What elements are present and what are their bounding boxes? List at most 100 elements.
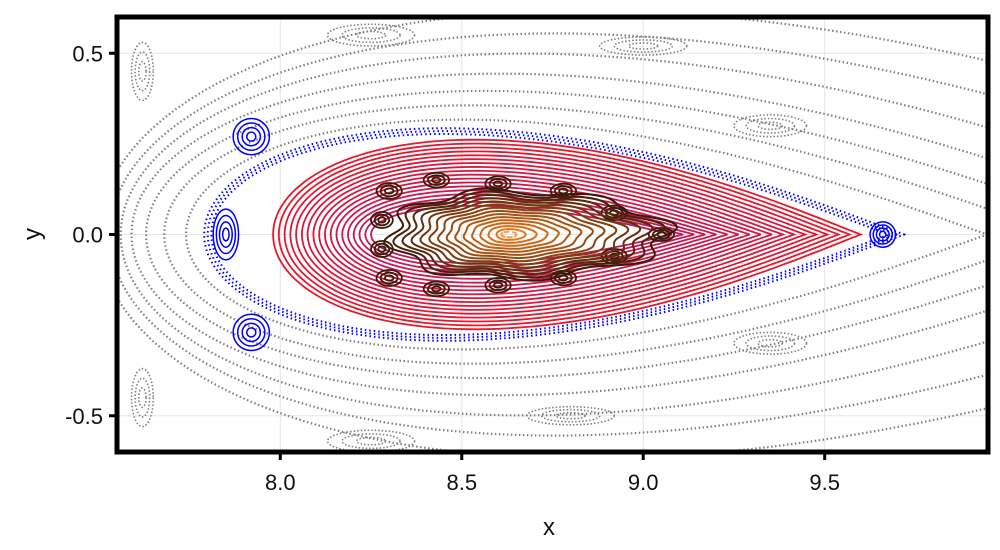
core-orbit-curve: [383, 187, 679, 282]
y-tick-label: -0.5: [65, 404, 103, 429]
core-center-point: [507, 230, 510, 233]
kam-torus-curve: [306, 162, 797, 307]
resonant-island-orbit: [604, 250, 624, 262]
core-orbit-curve: [462, 216, 572, 253]
kam-torus-curve: [312, 165, 786, 304]
kam-torus-curve: [289, 150, 830, 319]
kam-torus-curve: [341, 185, 729, 284]
outer-island-orbit: [745, 117, 796, 134]
resonant-island-orbit: [384, 274, 395, 282]
y-tick-label: 0.5: [72, 41, 103, 66]
outer-island-orbit: [745, 335, 796, 352]
resonant-island-orbit: [492, 180, 504, 188]
grid: [117, 17, 988, 452]
outer-island-orbit: [355, 30, 387, 40]
resonant-island-orbit: [484, 277, 512, 294]
x-tick-label: 8.0: [265, 470, 296, 495]
outer-island-orbit: [733, 331, 808, 355]
x-axis-label: x: [543, 514, 555, 541]
core-orbit-curve: [445, 210, 594, 259]
outer-island-orbit: [341, 27, 401, 44]
outer-island-orbit: [613, 39, 674, 53]
resonant-island-orbit: [558, 187, 569, 195]
core-orbit-curve: [471, 219, 560, 250]
core-center-point: [500, 232, 504, 235]
outer-orbit-curve: [119, 52, 988, 417]
core-orbit-curve: [479, 222, 549, 247]
resonant-island-orbit: [422, 280, 450, 298]
outer-island-orbit: [134, 51, 151, 92]
blue-island-orbit: [245, 327, 257, 338]
core-orbit-curve: [410, 197, 642, 272]
kam-torus-curve: [335, 181, 740, 288]
outer-island-orbit: [355, 436, 387, 446]
outer-island-orbit: [757, 338, 784, 348]
x-tick-label: 8.5: [446, 470, 477, 495]
blue-island-orbit: [869, 221, 897, 248]
resonant-island-orbit: [647, 227, 675, 242]
resonant-island-orbit: [484, 175, 512, 192]
resonant-island-orbit: [652, 229, 671, 240]
outer-island-orbit: [555, 411, 586, 420]
outer-island-orbit: [526, 405, 615, 426]
core-orbit-curve: [495, 228, 527, 241]
kam-torus-curve: [318, 169, 773, 300]
kam-torus-curve: [323, 173, 762, 296]
resonant-island-orbit: [375, 182, 403, 200]
resonant-island-orbit: [379, 184, 399, 198]
core-orbit-curve: [419, 200, 630, 269]
blue-island-orbit: [215, 214, 237, 255]
blue-island-orbit: [241, 126, 262, 147]
core-orbit-curve: [392, 190, 666, 279]
core-center-point: [503, 231, 506, 234]
outer-island-orbit: [757, 121, 784, 131]
blue-island-orbit: [232, 117, 271, 156]
resonant-island-orbit: [554, 185, 573, 197]
outer-island-orbit: [540, 408, 601, 423]
core-orbit-curve: [401, 193, 654, 276]
core-center-point: [512, 231, 515, 234]
resonant-island-orbit: [370, 211, 394, 229]
y-tick-label: 0.0: [72, 223, 103, 248]
outer-island-orbit: [134, 377, 151, 418]
resonant-island-orbit: [373, 242, 391, 256]
core-orbit-curve: [428, 203, 618, 266]
resonant-island-orbit: [377, 216, 387, 224]
blue-island-orbit: [872, 224, 894, 245]
axis-ticks: 8.0 8.5 9.0 9.5 0.5 0.0 -0.5: [65, 41, 840, 495]
kam-torus-curve: [295, 154, 819, 315]
resonant-island-orbit: [384, 187, 395, 195]
outer-island-orbit: [130, 367, 155, 428]
y-axis-label: y: [19, 228, 46, 240]
kam-torus-curve: [300, 158, 808, 311]
resonant-island-orbit: [377, 245, 387, 253]
core-center-point: [514, 234, 517, 237]
blue-island-orbit: [875, 227, 890, 242]
resonant-island-orbit: [488, 279, 508, 291]
blue-island-orbit: [245, 131, 257, 142]
resonant-island-orbit: [549, 182, 577, 200]
blue-island-orbit: [221, 227, 230, 242]
outer-island-orbit: [137, 60, 147, 82]
outer-orbit-curve: [163, 104, 988, 365]
blue-island-orbit: [236, 318, 266, 347]
blue-island-orbit: [218, 221, 233, 248]
kam-torus-curve: [329, 177, 751, 292]
resonant-island-orbit: [431, 285, 442, 293]
kam-torus-curve: [277, 142, 852, 327]
resonant-island-orbit: [375, 269, 403, 287]
core-orbit-curve: [487, 225, 538, 244]
resonant-island-orbit: [431, 176, 442, 184]
outer-island-orbit: [326, 429, 416, 452]
chaotic-layer-orbit: [203, 127, 906, 342]
blue-island-orbit: [241, 322, 262, 343]
core-center-point: [501, 234, 504, 238]
core-center-point: [510, 235, 513, 239]
resonant-island-orbit: [422, 171, 450, 189]
outer-island-orbit: [598, 36, 688, 56]
core-center-point: [513, 231, 517, 234]
resonant-island-orbit: [379, 271, 399, 285]
resonant-island-orbit: [426, 174, 446, 186]
outer-island-orbit: [341, 433, 401, 450]
